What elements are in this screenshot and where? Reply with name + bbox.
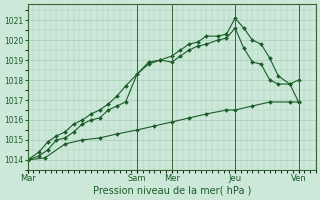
X-axis label: Pression niveau de la mer( hPa ): Pression niveau de la mer( hPa ) <box>92 186 251 196</box>
